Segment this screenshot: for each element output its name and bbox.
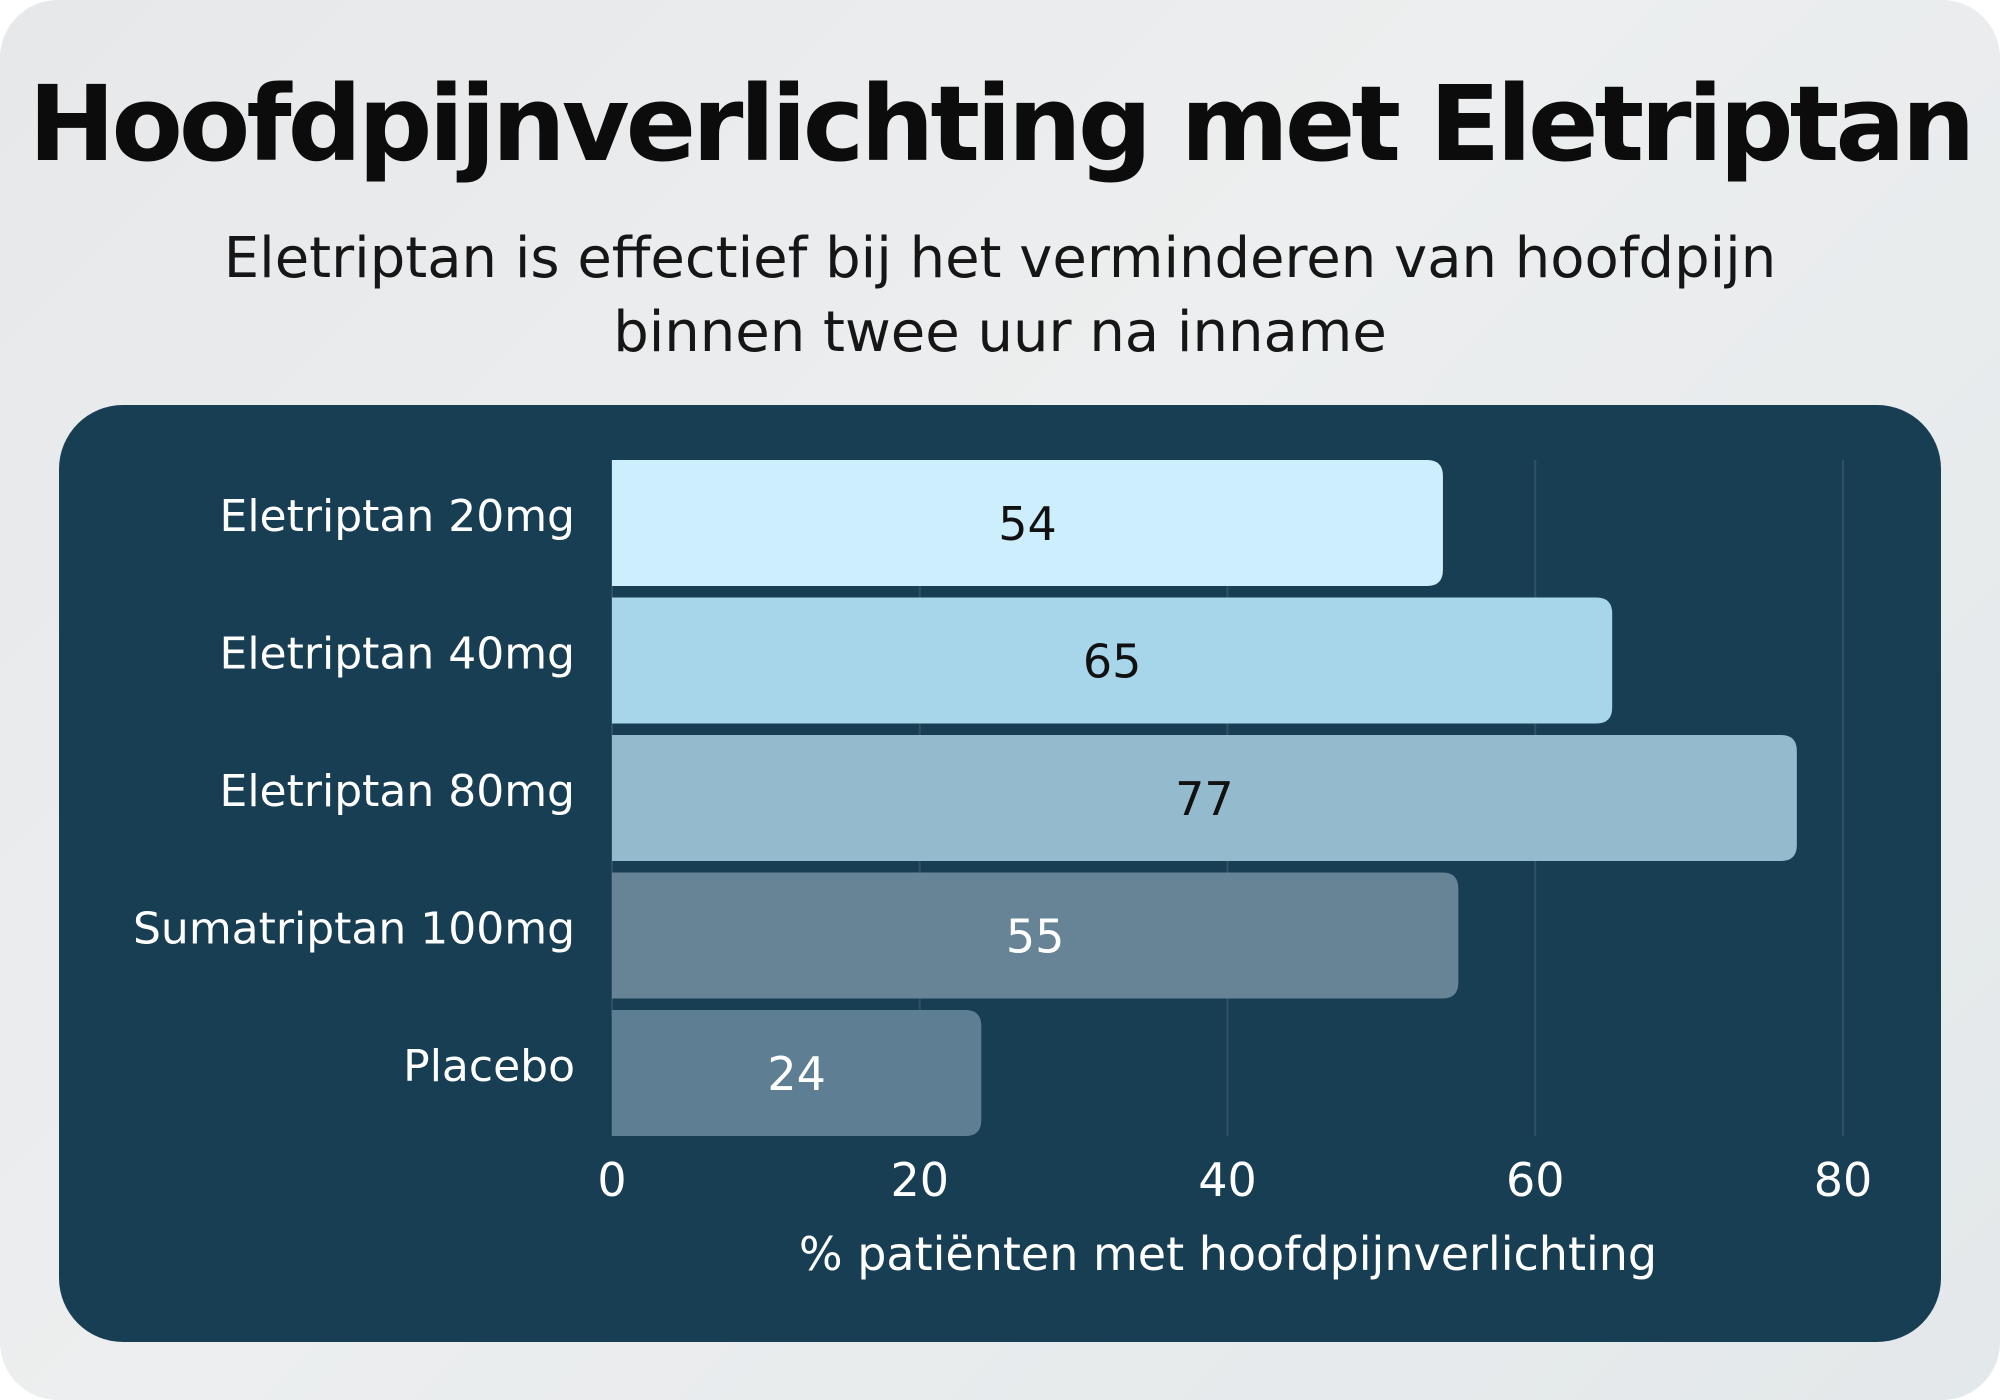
- subtitle-line-2: binnen twee uur na inname: [613, 300, 1387, 365]
- bar: [612, 460, 1443, 586]
- bar: [612, 735, 1797, 861]
- category-label: Eletriptan 40mg: [220, 629, 575, 680]
- category-label: Placebo: [403, 1041, 575, 1092]
- bars: 54 65 77 55 24: [612, 460, 1797, 1136]
- x-tick-label: 60: [1506, 1153, 1565, 1207]
- bar-value-label: 24: [767, 1047, 826, 1101]
- x-tick-label: 40: [1198, 1153, 1257, 1207]
- bar-value-label: 55: [1006, 910, 1065, 964]
- category-labels: Eletriptan 20mg Eletriptan 40mg Eletriptan…: [133, 491, 575, 1092]
- category-label: Eletriptan 20mg: [220, 491, 575, 542]
- bar: [612, 597, 1613, 724]
- page-title: Hoofdpijnverlichting met Eletriptan: [28, 63, 1975, 185]
- bar: [612, 872, 1459, 999]
- category-label: Sumatriptan 100mg: [133, 904, 575, 955]
- x-tick-label: 80: [1814, 1153, 1873, 1207]
- bar-value-label: 54: [998, 497, 1057, 551]
- bar-value-label: 65: [1083, 635, 1142, 689]
- x-tick-label: 0: [597, 1153, 626, 1207]
- x-axis-title: % patiënten met hoofdpijnverlichting: [799, 1227, 1657, 1281]
- subtitle-line-1: Eletriptan is effectief bij het verminde…: [223, 226, 1777, 291]
- x-axis-ticks: 0 20 40 60 80: [597, 1153, 1872, 1207]
- page-subtitle: Eletriptan is effectief bij het verminde…: [150, 222, 1850, 370]
- x-tick-label: 20: [890, 1153, 949, 1207]
- category-label: Eletriptan 80mg: [220, 766, 575, 817]
- bar: [612, 1010, 982, 1136]
- bar-value-label: 77: [1175, 772, 1234, 826]
